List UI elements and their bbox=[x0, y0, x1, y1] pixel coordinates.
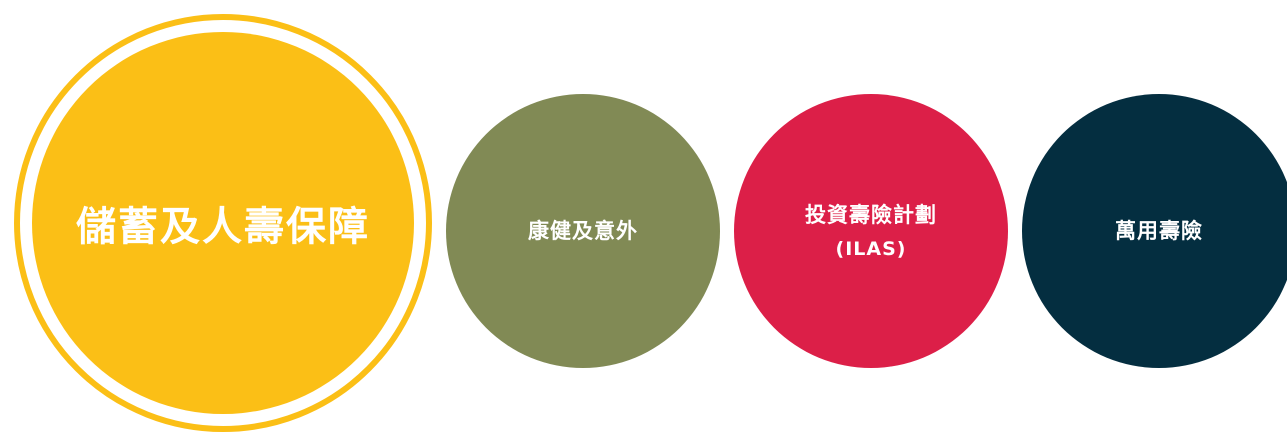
category-sublabel: (ILAS) bbox=[835, 237, 907, 260]
category-label: 康健及意外 bbox=[528, 218, 638, 244]
category-label: 投資壽險計劃 bbox=[805, 202, 937, 227]
category-savings-life-protection[interactable]: 儲蓄及人壽保障 bbox=[32, 32, 414, 414]
category-label: 萬用壽險 bbox=[1115, 218, 1203, 244]
category-health-accident[interactable]: 康健及意外 bbox=[446, 94, 720, 368]
category-universal-life[interactable]: 萬用壽險 bbox=[1022, 94, 1287, 368]
category-ilas[interactable]: 投資壽險計劃 (ILAS) bbox=[734, 94, 1008, 368]
category-label: 儲蓄及人壽保障 bbox=[76, 203, 370, 250]
